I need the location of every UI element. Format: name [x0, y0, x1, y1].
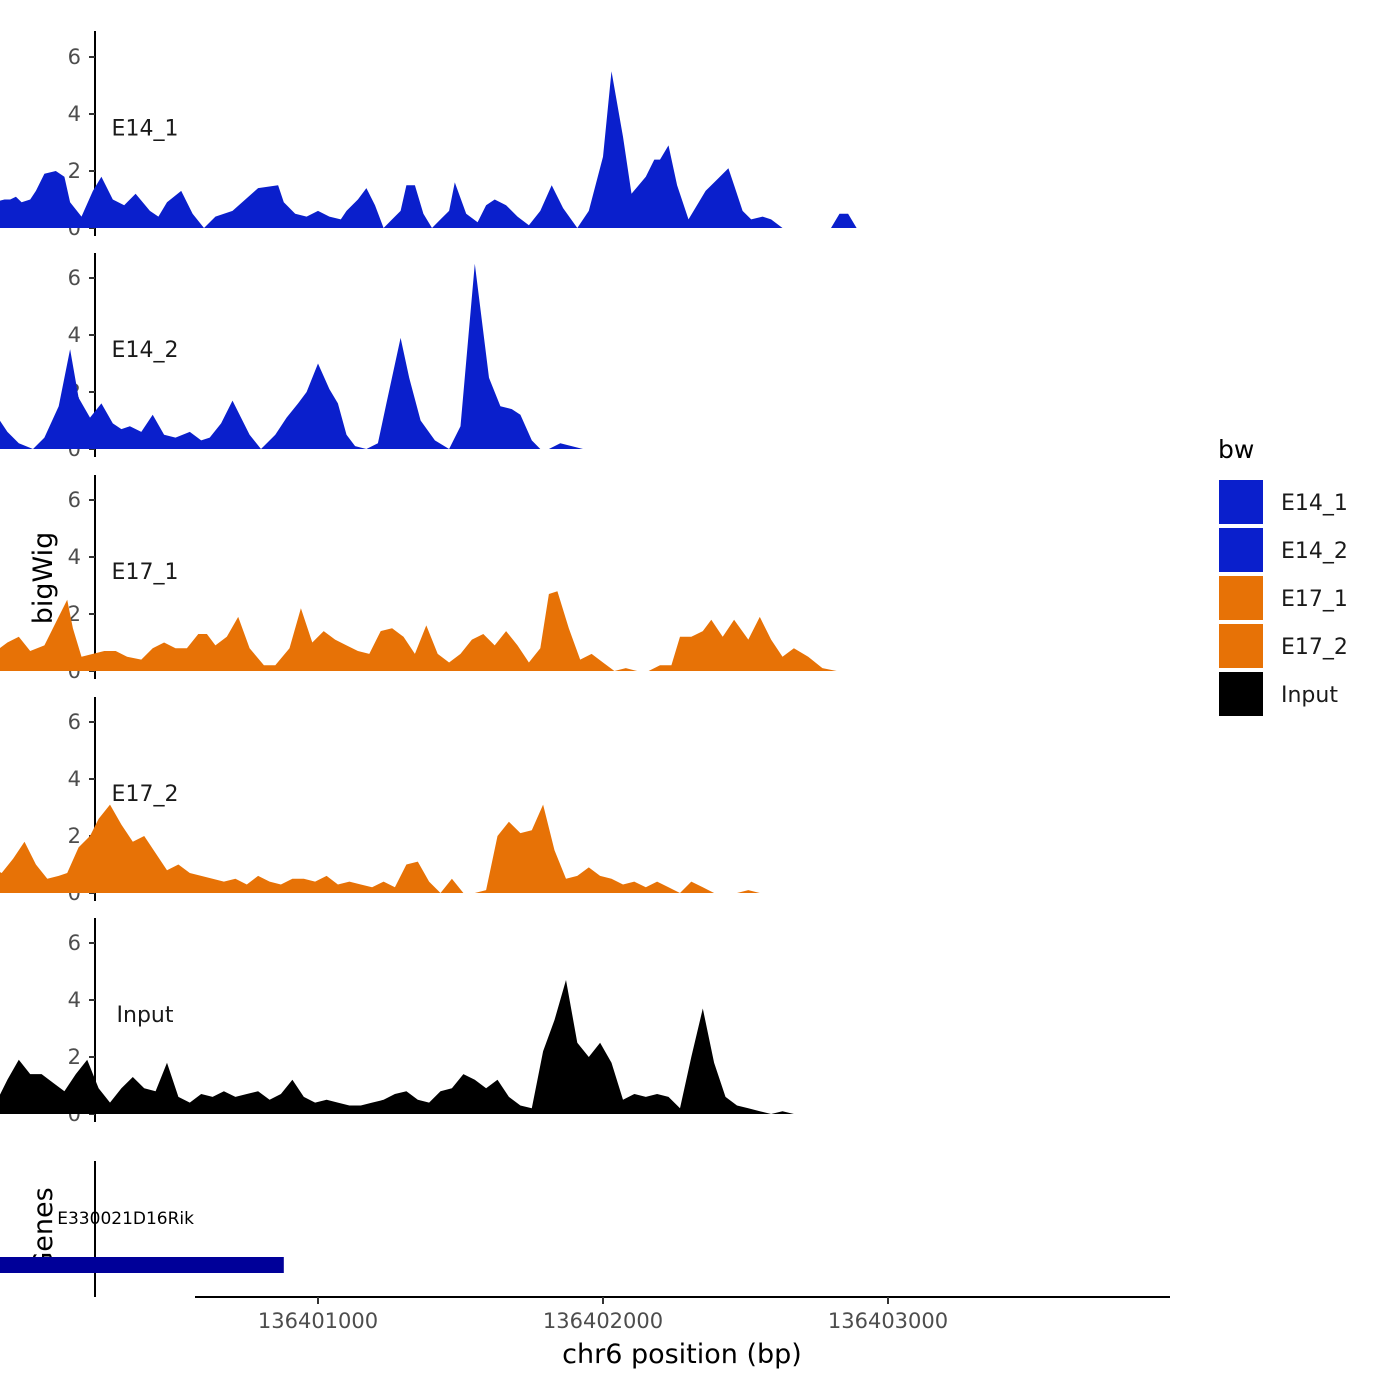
x-tick-label: 136403000 [828, 1309, 948, 1333]
y-tick-label: 6 [68, 266, 81, 290]
legend-label: Input [1281, 683, 1338, 708]
x-tick-label: 136401000 [258, 1309, 378, 1333]
y-tick-label: 4 [68, 323, 81, 347]
y-tick-label: 2 [68, 159, 81, 183]
y-tick-label: 6 [68, 488, 81, 512]
genes-panel: Genes E330021D16Rik [0, 1161, 284, 1297]
y-tick-label: 4 [68, 988, 81, 1012]
track-panel-e17-1: 0246E17_1 [0, 475, 1122, 683]
track-area-input [0, 980, 1114, 1114]
legend: bw E14_1 E14_2 E17_1 E17_2 Input [1218, 435, 1348, 716]
tracks-layer: 0246E14_10246E14_20246E17_10246E17_20246… [0, 31, 1122, 1126]
legend-swatch [1219, 624, 1263, 668]
y-tick-label: 4 [68, 102, 81, 126]
legend-label: E17_2 [1281, 635, 1348, 660]
legend-label: E17_1 [1281, 587, 1348, 612]
legend-swatch [1219, 576, 1263, 620]
y-tick-label: 2 [68, 824, 81, 848]
x-tick-label: 136402000 [543, 1309, 663, 1333]
legend-swatch [1219, 480, 1263, 524]
track-area-e17-2 [0, 804, 1114, 893]
x-axis-title: chr6 position (bp) [562, 1339, 802, 1370]
track-panel-input: 0246Input [0, 918, 1114, 1126]
y-axis-title: bigWig [28, 532, 59, 625]
y-tick-label: 6 [68, 710, 81, 734]
track-label: E14_2 [112, 338, 179, 363]
gene-bar [0, 1257, 284, 1273]
y-tick-label: 6 [68, 45, 81, 69]
legend-swatch [1219, 528, 1263, 572]
y-tick-label: 4 [68, 545, 81, 569]
x-axis: chr6 position (bp) 136401000 136402000 136… [195, 1296, 1170, 1370]
legend-label: E14_1 [1281, 491, 1348, 516]
track-label: E17_2 [112, 782, 179, 807]
gene-label: E330021D16Rik [57, 1209, 194, 1229]
track-area-e17-1 [0, 591, 1122, 671]
y-tick-label: 6 [68, 931, 81, 955]
track-panel-e14-1: 0246E14_1 [0, 31, 1116, 240]
legend-swatch [1219, 672, 1263, 716]
track-area-e14-1 [0, 71, 1116, 228]
track-label: E17_1 [112, 560, 179, 585]
track-label: E14_1 [112, 117, 179, 142]
y-tick-label: 2 [68, 1045, 81, 1069]
track-panel-e14-2: 0246E14_2 [0, 253, 1116, 461]
y-tick-label: 4 [68, 767, 81, 791]
track-panel-e17-2: 0246E17_2 [0, 697, 1114, 905]
legend-title: bw [1218, 435, 1254, 464]
track-area-e14-2 [0, 263, 1116, 449]
track-label: Input [117, 1003, 174, 1028]
legend-label: E14_2 [1281, 539, 1348, 564]
